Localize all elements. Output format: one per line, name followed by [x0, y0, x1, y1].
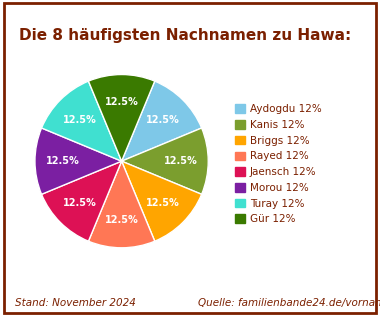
Wedge shape	[89, 75, 155, 161]
Text: 12.5%: 12.5%	[146, 114, 180, 125]
Wedge shape	[41, 81, 122, 161]
Text: 12.5%: 12.5%	[46, 156, 79, 166]
Text: 12.5%: 12.5%	[105, 97, 138, 107]
Wedge shape	[122, 81, 202, 161]
Wedge shape	[122, 161, 202, 241]
Wedge shape	[41, 161, 122, 241]
Wedge shape	[89, 161, 155, 248]
Wedge shape	[41, 81, 122, 161]
Text: 12.5%: 12.5%	[63, 198, 97, 208]
Wedge shape	[89, 161, 155, 248]
Wedge shape	[35, 128, 122, 194]
Text: 12.5%: 12.5%	[164, 156, 197, 166]
Text: Stand: November 2024: Stand: November 2024	[15, 298, 136, 308]
Wedge shape	[122, 128, 208, 194]
Text: 12.5%: 12.5%	[105, 215, 138, 225]
Wedge shape	[89, 75, 155, 161]
Wedge shape	[122, 81, 202, 161]
Wedge shape	[35, 128, 122, 194]
Text: Die 8 häufigsten Nachnamen zu Hawa:: Die 8 häufigsten Nachnamen zu Hawa:	[19, 28, 351, 43]
Wedge shape	[122, 128, 208, 194]
Legend: Aydogdu 12%, Kanis 12%, Briggs 12%, Rayed 12%, Jaensch 12%, Morou 12%, Turay 12%: Aydogdu 12%, Kanis 12%, Briggs 12%, Raye…	[233, 102, 324, 227]
Wedge shape	[122, 161, 202, 241]
Text: 12.5%: 12.5%	[146, 198, 180, 208]
Text: 12.5%: 12.5%	[63, 114, 97, 125]
Wedge shape	[41, 161, 122, 241]
Text: Quelle: familienbande24.de/vornamen/: Quelle: familienbande24.de/vornamen/	[198, 298, 380, 308]
